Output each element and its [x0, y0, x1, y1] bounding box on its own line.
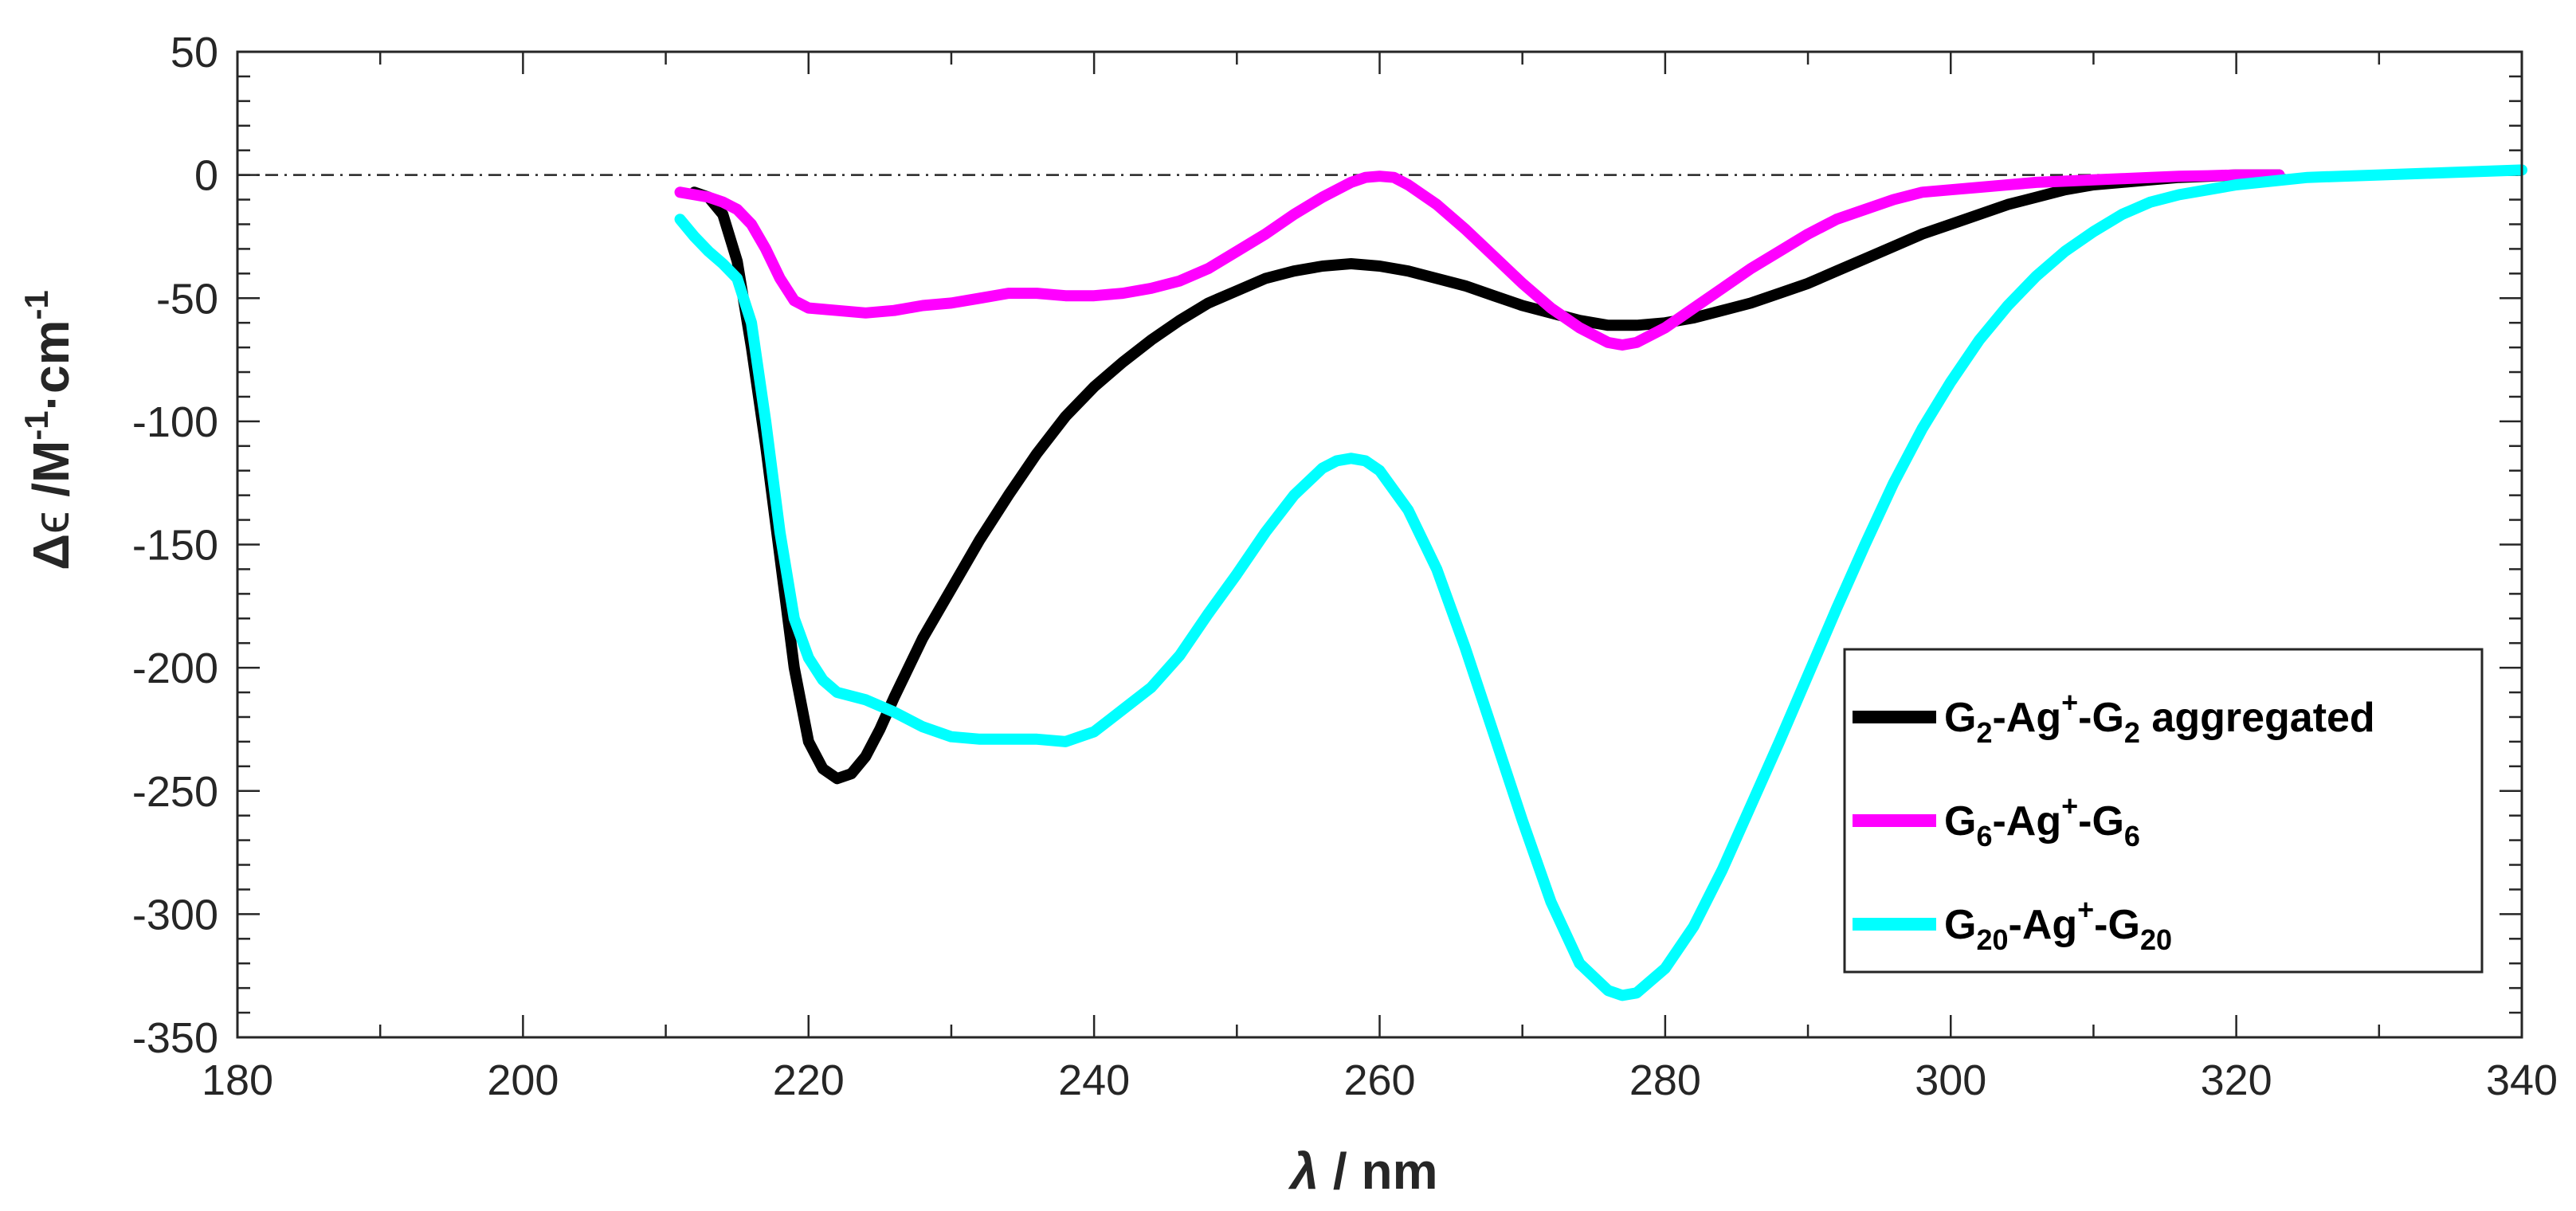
y-tick-label: 50	[171, 29, 218, 76]
y-tick-label: -250	[132, 768, 218, 816]
y-tick-labels: 50 0 -50 -100 -150 -200 -250 -300 -350	[132, 29, 218, 1062]
legend-text-part-a: G	[1944, 798, 1976, 845]
y-tick-label: -50	[156, 275, 218, 323]
legend-text-part-d: aggregated	[2140, 695, 2375, 741]
x-tick-label: 300	[1915, 1056, 1986, 1104]
legend-text-sup-b: +	[2077, 893, 2094, 926]
y-tick-label: -350	[132, 1014, 218, 1062]
legend-text-part-c: -G	[2078, 695, 2124, 741]
x-tick-labels: 180 200 220 240 260 280 300 320 340	[202, 1056, 2558, 1104]
legend-text-part-b: -Ag	[1992, 798, 2061, 845]
legend-text-part-a: G	[1944, 902, 1976, 948]
x-tick-label: 220	[773, 1056, 845, 1104]
x-tick-label: 280	[1629, 1056, 1701, 1104]
legend-text-part-c: -G	[2094, 902, 2140, 948]
y-axis-sup-1: -1	[18, 410, 55, 440]
y-axis-epsilon: ϵ	[22, 511, 80, 534]
x-tick-label: 320	[2201, 1056, 2272, 1104]
legend-text-part-b: -Ag	[1992, 695, 2061, 741]
y-tick-label: 0	[194, 152, 218, 200]
series-line-3	[674, 164, 2527, 1001]
x-tick-label: 240	[1058, 1056, 1130, 1104]
y-axis-title: Δϵ /M-1·cm-1	[18, 290, 80, 570]
y-axis-delta: Δ	[22, 534, 80, 570]
series-lines	[674, 164, 2527, 1001]
y-axis-unit-cm: ·cm	[22, 320, 80, 411]
legend-label-1: G2-Ag+-G2 aggregated	[1944, 686, 2375, 749]
legend-text-sub-a: 2	[1976, 716, 1992, 749]
y-axis-sup-2: -1	[18, 290, 55, 319]
y-tick-label: -200	[132, 645, 218, 692]
legend-label-3: G20-Ag+-G20	[1944, 893, 2172, 956]
y-axis-unit-m: /M	[22, 441, 80, 511]
x-axis-title: λ / nm	[1288, 1142, 1438, 1200]
x-tick-label: 260	[1343, 1056, 1415, 1104]
series-line-2	[674, 169, 2285, 351]
legend-text-sub-a: 6	[1976, 820, 1992, 852]
legend-text-sup-b: +	[2061, 790, 2078, 822]
plot-frame	[236, 50, 2523, 1039]
x-tick-label: 200	[487, 1056, 559, 1104]
x-tick-label: 180	[202, 1056, 273, 1104]
legend-text-part-a: G	[1944, 695, 1976, 741]
x-axis-unit: / nm	[1319, 1142, 1437, 1200]
x-axis-symbol: λ	[1288, 1142, 1319, 1200]
legend-label-2: G6-Ag+-G6	[1944, 790, 2140, 852]
legend-text-sup-b: +	[2061, 686, 2078, 719]
legend-text-sub-a: 20	[1976, 923, 2008, 956]
legend-text-part-c: -G	[2078, 798, 2124, 845]
legend-box	[1843, 648, 2484, 974]
tick-marks	[236, 50, 2523, 1039]
legend-text-sub-c: 20	[2140, 923, 2172, 956]
y-tick-label: -150	[132, 522, 218, 570]
legend-text-sub-c: 6	[2124, 820, 2140, 852]
legend-text-sub-c: 2	[2124, 716, 2140, 749]
series-line-1	[688, 169, 2285, 785]
legend-text-part-b: -Ag	[2009, 902, 2078, 948]
x-tick-label: 340	[2486, 1056, 2558, 1104]
y-tick-label: -100	[132, 398, 218, 446]
y-tick-label: -300	[132, 891, 218, 939]
